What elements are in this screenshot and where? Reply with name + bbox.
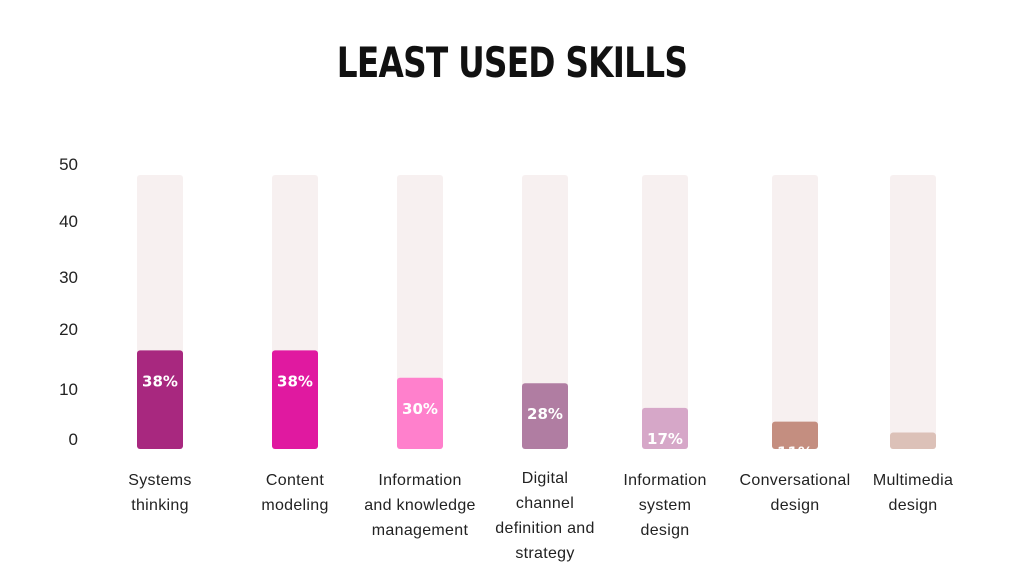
category-label-line: system [639, 497, 691, 514]
data-label: 38% [277, 372, 313, 390]
y-tick-label: 40 [59, 212, 78, 231]
data-label: 17% [647, 430, 683, 448]
category-label-line: design [889, 497, 938, 514]
bar [890, 432, 936, 449]
y-tick-label: 20 [59, 320, 78, 339]
bar [772, 421, 818, 449]
bar-track [890, 175, 936, 449]
data-label: 11% [777, 444, 813, 462]
category-label: Conversational design [740, 472, 851, 514]
category-label-line: thinking [131, 497, 189, 514]
category-label-line: Information [378, 472, 461, 489]
bar-track [772, 175, 818, 449]
category-label: Content modeling [261, 472, 328, 514]
data-label: 9% [900, 455, 925, 473]
category-label: Information system design [623, 472, 706, 539]
category-label-line: Conversational [740, 472, 851, 489]
bar-track [522, 175, 568, 449]
category-label-line: strategy [515, 545, 574, 562]
category-label-line: Systems [128, 472, 191, 489]
y-tick-label: 50 [59, 155, 78, 174]
category-label-line: design [771, 497, 820, 514]
data-label: 30% [402, 400, 438, 418]
bar [272, 350, 318, 449]
category-label-line: definition and [495, 520, 594, 537]
data-label: 38% [142, 372, 178, 390]
category-label-line: Multimedia [873, 472, 953, 489]
category-label: Systems thinking [128, 472, 191, 514]
category-label-line: and knowledge [364, 497, 476, 514]
category-label: Multimedia design [873, 472, 953, 514]
y-tick-label: 0 [69, 430, 78, 449]
bar [397, 377, 443, 449]
category-label-line: modeling [261, 497, 328, 514]
bar [522, 383, 568, 449]
category-label-line: design [641, 522, 690, 539]
bar [137, 350, 183, 449]
data-label: 28% [527, 405, 563, 423]
y-tick-label: 10 [59, 380, 78, 399]
category-label: Digital channel definition and strategy [495, 470, 594, 562]
y-tick-label: 30 [59, 268, 78, 287]
category-label: Information and knowledge management [364, 472, 476, 539]
category-label-line: Information [623, 472, 706, 489]
chart-title: LEAST USED SKILLS [336, 38, 688, 87]
category-label-line: Content [266, 472, 324, 489]
category-label-line: Digital [522, 470, 569, 487]
bar-track [642, 175, 688, 449]
bar [642, 407, 688, 449]
category-label-line: management [372, 522, 469, 539]
category-label-line: channel [516, 495, 574, 512]
